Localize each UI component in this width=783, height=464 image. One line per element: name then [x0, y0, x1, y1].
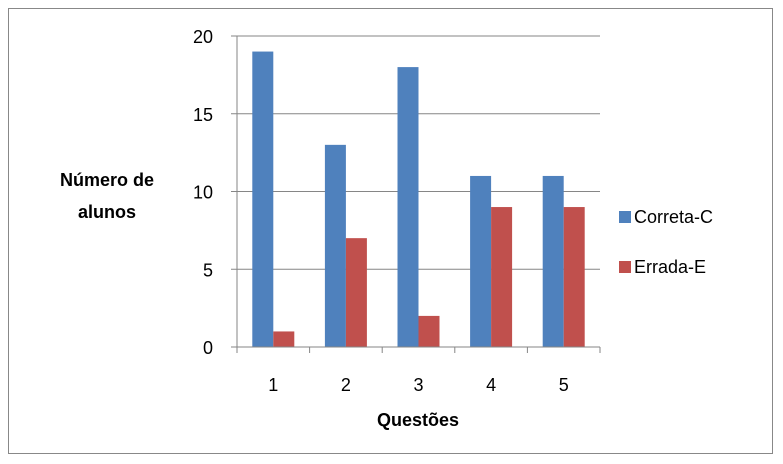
bar-errada-1 — [273, 331, 295, 347]
y-axis-label-line1: Número de — [60, 170, 154, 190]
x-tick-labels: 1 2 3 4 5 — [268, 375, 568, 395]
x-tick-label: 3 — [413, 375, 423, 395]
legend-swatch-correta — [619, 211, 631, 223]
y-tick-label: 20 — [193, 27, 213, 47]
y-tick-label: 15 — [193, 105, 213, 125]
y-tick-label: 10 — [193, 183, 213, 203]
axes — [231, 35, 601, 353]
bars — [252, 51, 585, 348]
bar-errada-4 — [491, 207, 513, 347]
legend-swatch-errada — [619, 261, 631, 273]
y-tick-labels: 0 5 10 15 20 — [193, 27, 213, 358]
legend-label-correta: Correta-C — [634, 207, 713, 227]
bar-correta-3 — [397, 67, 419, 347]
x-tick-label: 2 — [341, 375, 351, 395]
bar-errada-2 — [345, 238, 367, 347]
bar-correta-2 — [324, 144, 346, 347]
y-axis-label-line2: alunos — [78, 202, 136, 222]
x-tick-label: 1 — [268, 375, 278, 395]
bar-errada-3 — [418, 315, 440, 347]
bar-errada-5 — [563, 207, 585, 347]
x-tick-label: 5 — [559, 375, 569, 395]
legend-label-errada: Errada-E — [634, 257, 706, 277]
y-tick-label: 5 — [203, 260, 213, 280]
bar-correta-5 — [542, 175, 564, 347]
bar-correta-1 — [252, 51, 274, 348]
legend: Correta-C Errada-E — [619, 207, 713, 277]
x-axis-label: Questões — [377, 410, 459, 430]
bar-correta-4 — [470, 175, 492, 347]
x-tick-label: 4 — [486, 375, 496, 395]
y-tick-label: 0 — [203, 338, 213, 358]
chart-frame — [8, 8, 773, 454]
